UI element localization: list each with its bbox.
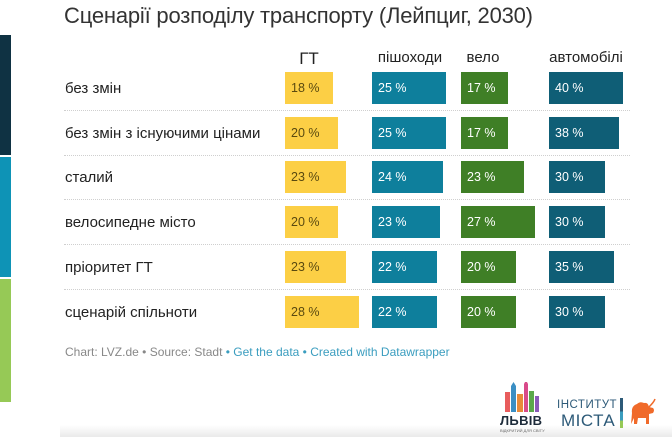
bar-value-label: 23 %	[378, 215, 407, 230]
row-separator	[64, 110, 630, 111]
bar	[285, 72, 333, 104]
bar-value-label: 35 %	[555, 259, 584, 274]
bar	[461, 295, 516, 328]
bottom-shadow	[60, 425, 672, 437]
bar-value-label: 23 %	[291, 259, 320, 274]
bar	[372, 161, 443, 194]
institute-logo-line1: ІНСТИТУТ	[557, 399, 618, 411]
bar-value-label: 20 %	[291, 125, 320, 140]
bar	[461, 250, 516, 283]
bar	[549, 206, 605, 239]
bar-value-label: 28 %	[291, 304, 320, 319]
bar	[285, 206, 338, 239]
bar	[372, 206, 440, 239]
get-data-link[interactable]: Get the data	[233, 345, 300, 359]
bar-value-label: 25 %	[378, 81, 407, 95]
bar-value-label: 40 %	[555, 81, 584, 95]
bar	[372, 250, 437, 283]
footer-separator: •	[299, 345, 311, 359]
bar-value-label: 30 %	[555, 304, 584, 319]
chart-credit: Chart: LVZ.de	[65, 345, 139, 359]
bar-value-label: 18 %	[291, 81, 320, 95]
chart-title: Сценарії розподілу транспорту (Лейпциг, …	[64, 3, 533, 28]
bar-value-label: 17 %	[467, 81, 496, 95]
institute-logo-line2: МІСТА	[561, 411, 616, 430]
row-separator	[64, 244, 630, 246]
datawrapper-link[interactable]: Created with Datawrapper	[310, 345, 450, 359]
column-header: вело	[466, 49, 500, 66]
lviv-logo-tagline: ВІДКРИТИЙ ДЛЯ СВІТУ	[500, 428, 545, 433]
lviv-logo-text: ЛЬВІВ	[500, 413, 543, 428]
stripe-green	[0, 279, 11, 402]
institute-divider	[620, 398, 623, 428]
lion-icon	[631, 398, 656, 424]
column-header: ГТ	[299, 49, 319, 68]
stripe-blue	[0, 157, 11, 277]
bar-value-label: 23 %	[467, 170, 496, 185]
row-label: пріоритет ГТ	[65, 258, 153, 276]
bar-value-label: 27 %	[467, 215, 496, 230]
bar	[461, 116, 508, 149]
bar	[549, 295, 605, 328]
bar-value-label: 25 %	[378, 125, 407, 140]
bar	[372, 295, 437, 328]
lviv-logo-icon	[505, 382, 539, 412]
row-label: без змін	[65, 80, 122, 97]
bar	[461, 72, 508, 104]
row-separator	[64, 154, 630, 156]
chart-footer: Chart: LVZ.de • Source: Stadt • Get the …	[65, 345, 450, 359]
bar-value-label: 22 %	[378, 304, 407, 319]
row-separator	[64, 199, 630, 201]
row-label: велосипедне місто	[65, 214, 196, 232]
row-label: сталий	[65, 169, 114, 187]
row-label: без змін з існуючими цінами	[65, 124, 261, 142]
bar	[549, 116, 619, 149]
column-header: пішоходи	[377, 49, 443, 66]
stripe-navy	[0, 35, 11, 155]
bar	[461, 206, 535, 239]
bar	[285, 116, 338, 149]
bar	[285, 161, 346, 194]
footer-separator: •	[138, 345, 150, 359]
bar	[285, 295, 359, 328]
bar-value-label: 22 %	[378, 259, 407, 274]
bar	[372, 72, 446, 104]
bar	[549, 72, 623, 104]
bar-value-label: 20 %	[467, 304, 496, 319]
bar-value-label: 38 %	[555, 125, 584, 140]
row-separator	[64, 288, 630, 290]
bar-value-label: 17 %	[467, 125, 496, 140]
bar	[461, 161, 524, 194]
bar	[285, 250, 346, 283]
bar	[549, 161, 605, 194]
row-label: сценарій спільноти	[65, 303, 198, 321]
column-header: автомобілі	[549, 49, 623, 66]
bar-value-label: 30 %	[555, 215, 584, 230]
source-text: Source: Stadt	[149, 345, 223, 359]
bar-value-label: 20 %	[291, 215, 320, 230]
bar	[372, 116, 446, 149]
bar-value-label: 24 %	[378, 170, 407, 185]
bar-value-label: 30 %	[555, 170, 584, 185]
footer-separator: •	[222, 345, 234, 359]
bar	[549, 250, 614, 283]
bar-value-label: 23 %	[291, 170, 320, 185]
bar-value-label: 20 %	[467, 259, 496, 274]
